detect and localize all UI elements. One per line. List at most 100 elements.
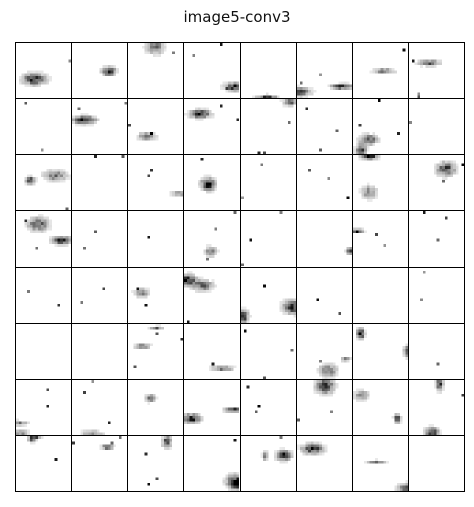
feature-map-r5-c5 [295,322,353,380]
feature-map-r4-c1 [71,266,129,324]
feature-map-r1-c6 [351,98,409,156]
feature-map-pixels [27,435,58,461]
feature-map-pixels [436,362,440,365]
feature-map-r6-c5 [295,378,353,436]
feature-map-pixels [184,270,218,323]
feature-map-r5-c6 [351,322,409,380]
feature-map-r7-c2 [127,434,185,492]
feature-map-r0-c0 [15,42,73,100]
feature-map-r3-c1 [71,210,129,268]
feature-map-pixels [16,388,50,435]
feature-map-pixels [240,284,296,323]
feature-map-pixels [411,59,442,99]
feature-map-r4-c3 [183,266,241,324]
feature-map-pixels [307,169,349,200]
feature-map-pixels [369,48,406,74]
feature-map-pixels [419,270,426,301]
feature-map-pixels [353,268,408,323]
feature-map-r1-c0 [15,98,73,156]
feature-map-r5-c7 [407,322,465,380]
feature-map-r3-c7 [407,210,465,268]
feature-map-r4-c7 [407,266,465,324]
feature-map-r6-c3 [183,378,241,436]
feature-map-r5-c2 [127,322,185,380]
feature-map-pixels [315,297,341,315]
feature-map-r2-c1 [71,154,129,212]
feature-map-r0-c5 [295,42,353,100]
feature-map-pixels [18,59,72,88]
feature-map-pixels [304,107,338,152]
feature-map-pixels [16,324,71,379]
feature-map-r1-c3 [183,98,241,156]
feature-map-pixels [257,99,296,155]
feature-map-r1-c7 [407,98,465,156]
feature-map-r7-c5 [295,434,353,492]
feature-map-pixels [251,92,280,99]
feature-map-r2-c3 [183,154,241,212]
feature-map-r3-c6 [351,210,409,268]
feature-map-pixels [144,435,173,486]
feature-map-r0-c3 [183,42,241,100]
feature-map-r5-c1 [71,322,129,380]
feature-map-r1-c5 [295,98,353,156]
feature-map-pixels [184,407,240,424]
feature-map-pixels [408,121,412,124]
feature-map-pixels [128,123,159,141]
feature-map-pixels [144,393,159,405]
feature-map-r2-c7 [407,154,465,212]
feature-map-pixels [296,73,352,99]
feature-map-pixels [99,65,119,77]
feature-map-pixels [27,289,61,307]
feature-map-grid [15,42,465,492]
feature-map-r0-c2 [127,42,185,100]
feature-map-pixels [80,286,106,304]
feature-map-r0-c6 [351,42,409,100]
feature-map-r7-c7 [407,434,465,492]
feature-map-r4-c2 [127,266,185,324]
feature-map-r2-c5 [295,154,353,212]
feature-map-pixels [147,236,151,239]
feature-map-r4-c6 [351,266,409,324]
feature-map-pixels [343,247,352,256]
feature-map-r3-c5 [295,210,353,268]
feature-map-r1-c2 [127,98,185,156]
feature-map-r2-c4 [239,154,297,212]
feature-map-r2-c0 [15,154,73,212]
feature-map-r1-c4 [239,98,297,156]
feature-map-pixels [192,43,240,93]
feature-map-pixels [433,160,464,183]
feature-map-pixels [409,436,464,491]
feature-map-pixels [358,155,381,203]
feature-map-r6-c7 [407,378,465,436]
feature-map-pixels [83,230,97,250]
feature-map-r1-c1 [71,98,129,156]
feature-map-r7-c3 [183,434,241,492]
feature-map-pixels [222,438,240,491]
feature-map-pixels [147,169,184,197]
feature-map-r0-c4 [239,42,297,100]
feature-map-r3-c3 [183,210,241,268]
feature-map-r7-c0 [15,434,73,492]
feature-map-r0-c1 [71,42,129,100]
feature-map-pixels [133,323,184,368]
feature-map-pixels [94,155,125,159]
feature-map-pixels [355,326,408,360]
feature-map-pixels [203,211,237,261]
feature-map-pixels [24,214,72,250]
feature-map-r4-c4 [239,266,297,324]
feature-map-pixels [72,324,127,379]
feature-map-r4-c5 [295,266,353,324]
feature-map-r7-c6 [351,434,409,492]
feature-map-pixels [24,101,44,152]
feature-map-r0-c7 [407,42,465,100]
feature-map-pixels [72,101,128,127]
feature-map-pixels [24,169,72,211]
feature-map-pixels [296,441,327,456]
feature-map-pixels [315,356,352,379]
feature-map-pixels [352,388,403,424]
feature-map-r6-c0 [15,378,73,436]
feature-map-pixels [422,379,464,435]
feature-map-r3-c2 [127,210,185,268]
feature-map-pixels [363,457,408,491]
feature-map-pixels [142,43,176,57]
